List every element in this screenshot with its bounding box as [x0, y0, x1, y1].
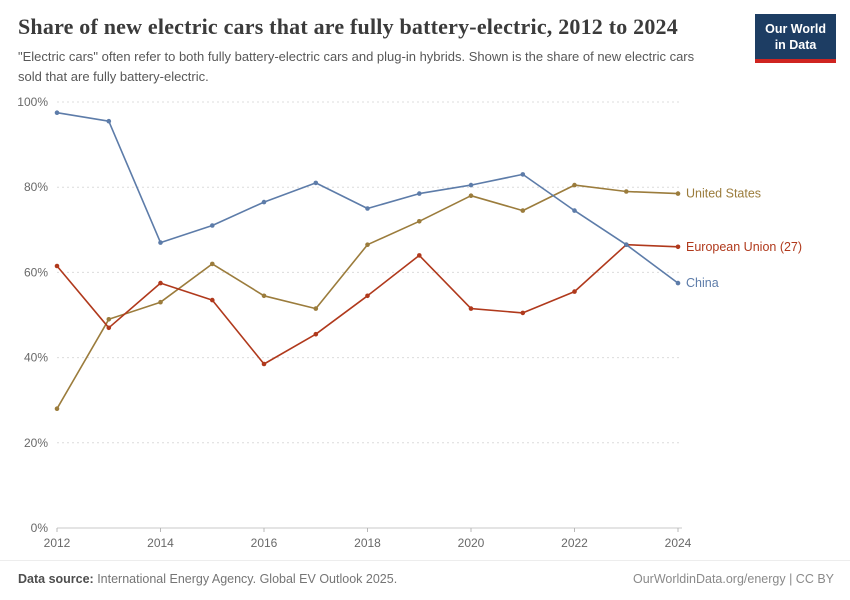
data-point-china-2022[interactable]: [572, 208, 577, 213]
data-point-china-2015[interactable]: [210, 223, 215, 228]
series-label-china[interactable]: China: [686, 276, 719, 290]
data-point-united-states-2021[interactable]: [520, 208, 526, 213]
data-source-text: International Energy Agency. Global EV O…: [93, 572, 398, 586]
data-point-china-2020[interactable]: [468, 182, 474, 188]
series-label-european-union-27[interactable]: European Union (27): [686, 240, 802, 254]
data-point-china-2014[interactable]: [158, 240, 163, 245]
y-tick-label-60: 60%: [24, 265, 48, 279]
data-point-european-union-27-2017[interactable]: [313, 331, 319, 337]
data-point-united-states-2024[interactable]: [675, 191, 681, 196]
data-point-united-states-2023[interactable]: [624, 189, 629, 194]
data-point-european-union-27-2022[interactable]: [572, 289, 577, 294]
series-line-china[interactable]: [56, 111, 679, 284]
x-tick-label-2018: 2018: [354, 536, 381, 550]
data-point-united-states-2018[interactable]: [365, 242, 370, 247]
data-point-european-union-27-2019[interactable]: [417, 253, 422, 258]
data-point-china-2017[interactable]: [313, 180, 319, 186]
data-point-european-union-27-2021[interactable]: [520, 310, 526, 316]
data-point-china-2016[interactable]: [261, 199, 267, 205]
chart-subtitle: "Electric cars" often refer to both full…: [18, 49, 695, 84]
y-tick-label-100: 100%: [17, 95, 48, 109]
x-tick-label-2024: 2024: [665, 536, 692, 550]
y-tick-label-20: 20%: [24, 436, 48, 450]
data-point-united-states-2013[interactable]: [106, 317, 112, 322]
owid-logo-line1: Our World: [765, 22, 826, 36]
page-title: Share of new electric cars that are full…: [18, 14, 678, 39]
data-point-united-states-2012[interactable]: [54, 406, 60, 412]
data-point-united-states-2020[interactable]: [468, 193, 474, 198]
y-tick-label-80: 80%: [24, 180, 48, 194]
chart-area: 0% 20% 40% 60% 80% 100% 2012 2014 2016 2018 2020 20…: [0, 86, 850, 559]
chart-footer: Data source: International Energy Agency…: [0, 560, 850, 600]
data-point-china-2019[interactable]: [417, 191, 422, 196]
x-tick-label-2012: 2012: [44, 536, 71, 550]
data-point-european-union-27-2020[interactable]: [468, 306, 474, 311]
data-source: Data source: International Energy Agency…: [18, 572, 397, 586]
data-point-china-2012[interactable]: [54, 110, 60, 115]
y-tick-label-0: 0%: [31, 521, 49, 535]
data-point-china-2018[interactable]: [365, 206, 370, 211]
data-point-european-union-27-2012[interactable]: [54, 263, 60, 269]
data-point-china-2023[interactable]: [624, 242, 629, 247]
y-tick-label-40: 40%: [24, 351, 48, 365]
data-point-china-2013[interactable]: [106, 118, 112, 124]
owid-link[interactable]: OurWorldinData.org/energy | CC BY: [632, 572, 834, 586]
owid-logo-line2: in Data: [774, 38, 817, 53]
data-point-united-states-2022[interactable]: [572, 182, 577, 188]
data-point-european-union-27-2024[interactable]: [675, 244, 681, 250]
data-point-china-2024[interactable]: [675, 280, 681, 286]
line-chart: 0% 20% 40% 60% 80% 100% 2012 2014 2016 2018 2020 20…: [17, 95, 802, 550]
data-point-united-states-2014[interactable]: [158, 299, 163, 305]
data-point-european-union-27-2014[interactable]: [158, 280, 163, 286]
series-line-european-union-27[interactable]: [56, 243, 679, 365]
data-point-european-union-27-2016[interactable]: [261, 361, 267, 367]
owid-logo[interactable]: Our World in Data: [755, 14, 836, 63]
data-point-european-union-27-2015[interactable]: [210, 297, 215, 303]
x-tick-label-2022: 2022: [561, 536, 588, 550]
data-source-label: Data source:: [18, 572, 94, 586]
data-point-united-states-2017[interactable]: [313, 306, 319, 311]
data-point-united-states-2019[interactable]: [417, 219, 422, 224]
x-tick-label-2016: 2016: [251, 536, 278, 550]
header-text: Share of new electric cars that are full…: [18, 14, 718, 86]
data-point-european-union-27-2018[interactable]: [365, 293, 370, 299]
data-point-united-states-2016[interactable]: [261, 293, 267, 299]
x-tick-label-2020: 2020: [458, 536, 485, 550]
data-point-china-2021[interactable]: [520, 172, 526, 177]
x-tick-label-2014: 2014: [147, 536, 174, 550]
data-point-united-states-2015[interactable]: [210, 261, 215, 267]
data-point-european-union-27-2013[interactable]: [106, 325, 112, 331]
series-label-united-states[interactable]: United States: [686, 187, 761, 201]
chart-header: Share of new electric cars that are full…: [0, 0, 850, 86]
